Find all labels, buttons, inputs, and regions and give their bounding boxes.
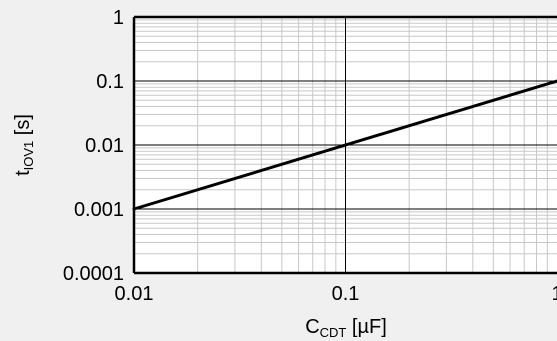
y-axis-label: tIOV1 [s]: [12, 114, 36, 176]
x-tick-label: 0.01: [115, 283, 154, 305]
y-tick-label: 0.0001: [63, 263, 124, 285]
x-axis-label-main: C: [305, 316, 319, 338]
y-axis-label-sub: IOV1: [21, 141, 36, 171]
x-tick-label: 0.1: [332, 283, 360, 305]
series-layer: [132, 79, 557, 211]
x-axis-label-sub: CDT: [320, 325, 347, 340]
y-tick-label: 0.001: [74, 199, 124, 221]
y-tick-label: 1: [113, 7, 124, 29]
y-tick-label: 0.1: [96, 71, 124, 93]
x-tick-labels: 0.01 0.1 1: [115, 283, 557, 305]
y-axis-label-unit: [s]: [12, 114, 34, 141]
x-axis-label: CCDT [µF]: [305, 316, 387, 340]
series-line: [132, 79, 557, 211]
x-axis-label-unit: [µF]: [346, 316, 386, 338]
y-tick-label: 0.01: [85, 135, 124, 157]
x-tick-label: 1: [551, 283, 557, 305]
y-tick-labels: 0.0001 0.001 0.01 0.1 1: [63, 7, 124, 285]
y-axis-label-main: t: [12, 170, 34, 176]
